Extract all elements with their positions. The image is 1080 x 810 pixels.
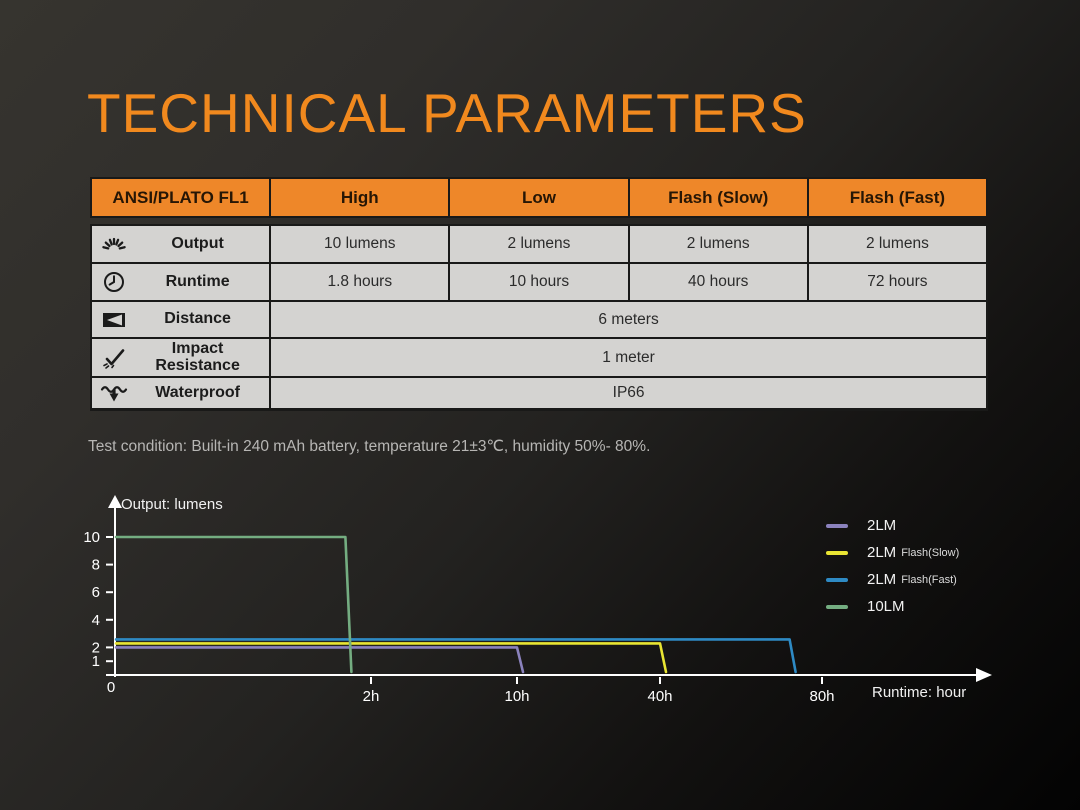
output-low-value: 2 lumens [450,226,628,262]
distance-merged-value: 6 meters [271,302,986,337]
waterproof-icon [92,381,136,405]
impact-merged-value: 1 meter [271,339,986,376]
chart-x-axis-label: Runtime: hour [872,684,967,701]
legend-swatch [826,550,848,555]
legend-item-10lm: 10LM [826,598,959,615]
svg-text:6: 6 [92,584,100,601]
legend-swatch [826,604,848,609]
row-label: Output [171,234,224,252]
row-output-label: Output [92,226,270,262]
row-distance-label: Distance [92,302,270,337]
svg-text:80h: 80h [809,688,834,705]
svg-text:1: 1 [92,653,100,670]
row-runtime-label: Runtime [92,264,270,300]
page-title: TECHNICAL PARAMETERS [87,82,807,144]
clock-icon [92,270,136,294]
header-cell-high: High [271,179,449,216]
legend-item-2lm: 2LM [826,517,959,534]
header-cell-standard: ANSI/PLATO FL1 [92,179,270,216]
legend-item-2lm-flash-fast: 2LM Flash(Fast) [826,571,959,588]
header-cell-flash-slow: Flash (Slow) [629,179,807,216]
output-flash-fast-value: 2 lumens [808,226,986,262]
chart-y-axis-label: Output: lumens [121,496,223,513]
row-label: Runtime [165,272,230,290]
spec-table-body: Output 10 lumens 2 lumens 2 lumens 2 lum… [90,224,988,411]
legend-swatch [826,523,848,528]
row-impact-label: Impact Resistance [92,339,270,376]
spec-table: ANSI/PLATO FL1 High Low Flash (Slow) Fla… [90,177,988,411]
header-cell-low: Low [450,179,628,216]
legend-item-2lm-flash-slow: 2LM Flash(Slow) [826,544,959,561]
output-flash-slow-value: 2 lumens [629,226,807,262]
svg-text:10h: 10h [504,688,529,705]
svg-text:2h: 2h [363,688,380,705]
spec-table-header: ANSI/PLATO FL1 High Low Flash (Slow) Fla… [90,177,988,218]
svg-text:10: 10 [83,529,100,546]
impact-resistance-icon [92,346,136,370]
row-label: Distance [164,310,231,328]
test-condition-note: Test condition: Built-in 240 mAh battery… [88,438,651,455]
waterproof-merged-value: IP66 [271,378,986,408]
light-output-icon [92,232,136,256]
output-high-value: 10 lumens [271,226,449,262]
row-waterproof-label: Waterproof [92,378,270,408]
legend-swatch [826,577,848,582]
row-label: Waterproof [155,383,240,401]
svg-text:8: 8 [92,557,100,574]
runtime-flash-fast-value: 72 hours [808,264,986,300]
svg-text:40h: 40h [647,688,672,705]
runtime-low-value: 10 hours [450,264,628,300]
beam-distance-icon [92,308,136,332]
row-label: Impact Resistance [155,339,240,374]
chart-legend: 2LM 2LM Flash(Slow) 2LM Flash(Fast) 10LM [826,517,959,615]
svg-text:4: 4 [92,612,100,629]
runtime-flash-slow-value: 40 hours [629,264,807,300]
svg-text:2: 2 [92,639,100,656]
svg-text:0: 0 [107,679,115,696]
runtime-high-value: 1.8 hours [271,264,449,300]
header-cell-flash-fast: Flash (Fast) [808,179,986,216]
